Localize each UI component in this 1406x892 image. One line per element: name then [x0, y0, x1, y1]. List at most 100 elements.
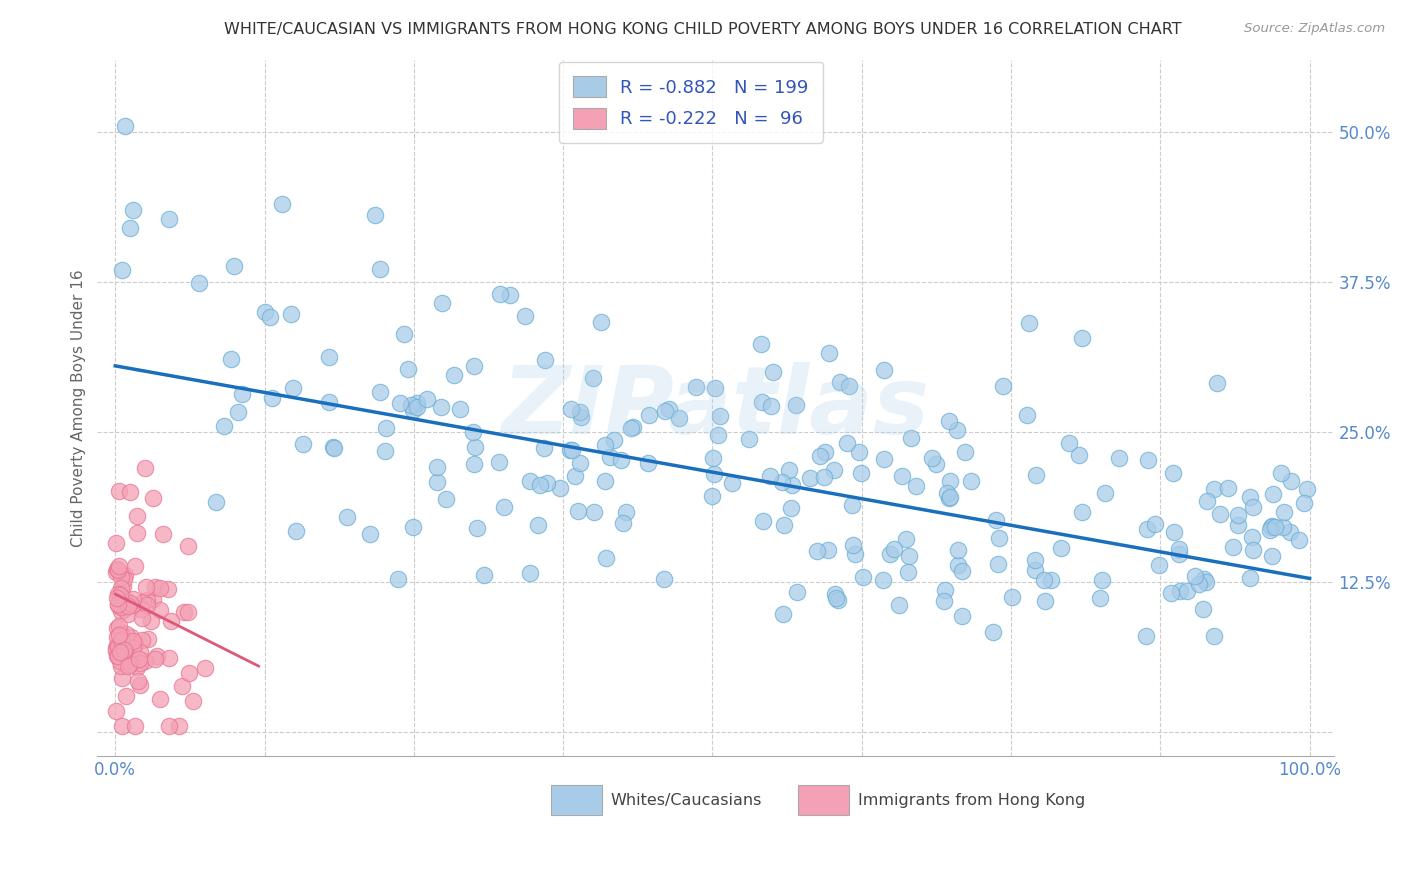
Point [110, 599, 132, 614]
Point [1024, 563, 1046, 577]
Point [463, 359, 485, 373]
Point [260, 391, 283, 405]
Point [108, 654, 131, 668]
Point [702, 450, 724, 465]
Point [827, 593, 849, 607]
Point [1209, 507, 1232, 521]
Point [136, 632, 159, 646]
Point [129, 601, 152, 615]
Point [772, 607, 794, 622]
Point [157, 719, 180, 733]
Point [560, 401, 582, 416]
Point [194, 661, 217, 675]
Point [939, 490, 962, 504]
Point [1108, 450, 1130, 465]
Point [136, 598, 159, 612]
Point [1202, 482, 1225, 496]
Point [488, 455, 510, 469]
Point [938, 414, 960, 428]
Point [515, 309, 537, 323]
Point [1071, 505, 1094, 519]
Point [105, 566, 128, 580]
Point [873, 452, 896, 467]
Point [709, 409, 731, 423]
Point [464, 440, 486, 454]
Point [135, 580, 157, 594]
Point [621, 420, 644, 434]
Point [879, 547, 901, 561]
Point [823, 463, 845, 477]
Point [935, 485, 957, 500]
Point [835, 436, 858, 450]
Point [568, 456, 591, 470]
Point [780, 501, 803, 516]
Point [921, 450, 943, 465]
Point [111, 672, 134, 686]
Point [752, 515, 775, 529]
Point [122, 202, 145, 217]
Point [434, 491, 457, 506]
Point [226, 405, 249, 419]
Point [1088, 591, 1111, 606]
Point [323, 441, 346, 455]
Point [118, 658, 141, 673]
Point [105, 591, 128, 605]
Point [849, 466, 872, 480]
Point [897, 565, 920, 579]
Point [131, 611, 153, 625]
Point [599, 450, 621, 464]
Point [443, 368, 465, 382]
Point [107, 639, 129, 653]
Point [115, 689, 138, 703]
Point [1168, 542, 1191, 557]
Point [134, 461, 156, 475]
Point [141, 614, 163, 628]
Point [569, 409, 592, 424]
Point [1227, 518, 1250, 533]
Point [402, 519, 425, 533]
Point [465, 521, 488, 535]
Point [489, 287, 512, 301]
Point [593, 475, 616, 489]
Point [817, 542, 839, 557]
Point [844, 547, 866, 561]
Point [852, 570, 875, 584]
Point [114, 119, 136, 133]
Point [204, 495, 226, 509]
Point [118, 596, 141, 610]
Point [1239, 571, 1261, 585]
FancyBboxPatch shape [551, 785, 602, 815]
Point [127, 673, 149, 688]
Point [1206, 376, 1229, 390]
Point [652, 573, 675, 587]
Point [1094, 485, 1116, 500]
Point [1175, 583, 1198, 598]
Point [280, 307, 302, 321]
Point [110, 633, 132, 648]
Point [519, 566, 541, 581]
Point [1195, 575, 1218, 590]
Point [561, 443, 583, 458]
Point [960, 475, 983, 489]
Point [773, 518, 796, 533]
Point [219, 352, 242, 367]
Point [132, 595, 155, 609]
Point [364, 208, 387, 222]
Point [1017, 408, 1039, 422]
Point [142, 591, 165, 606]
Point [231, 387, 253, 401]
Point [254, 305, 277, 319]
Point [685, 380, 707, 394]
Point [830, 375, 852, 389]
Point [533, 441, 555, 455]
Point [318, 394, 340, 409]
Point [136, 593, 159, 607]
Point [146, 648, 169, 663]
Point [270, 196, 292, 211]
Point [749, 336, 772, 351]
Point [399, 398, 422, 412]
Point [110, 626, 132, 640]
Point [117, 607, 139, 621]
Point [1049, 541, 1071, 555]
Point [188, 276, 211, 290]
